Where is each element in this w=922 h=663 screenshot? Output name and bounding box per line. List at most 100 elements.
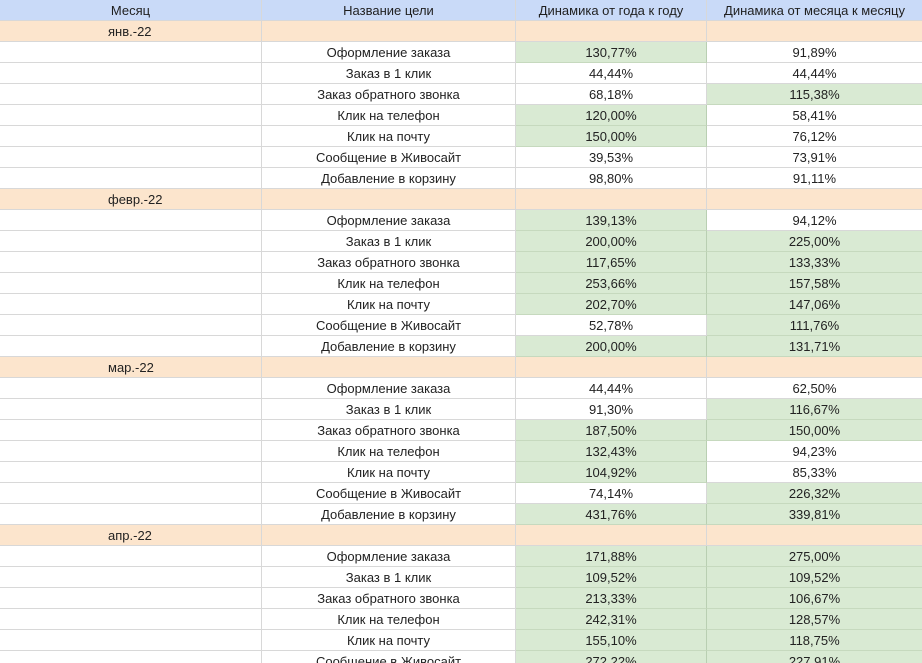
mom-cell[interactable]: 94,12% — [707, 210, 922, 231]
month-cell[interactable]: мар.-22 — [0, 357, 262, 378]
header-month[interactable]: Месяц — [0, 0, 262, 21]
goal-name-cell[interactable]: Клик на телефон — [262, 105, 516, 126]
empty-cell[interactable] — [0, 105, 262, 126]
goal-name-cell[interactable]: Сообщение в Живосайт — [262, 651, 516, 663]
empty-cell[interactable] — [0, 630, 262, 651]
mom-cell[interactable]: 225,00% — [707, 231, 922, 252]
yoy-cell[interactable]: 150,00% — [516, 126, 707, 147]
goal-name-cell[interactable]: Добавление в корзину — [262, 168, 516, 189]
empty-cell[interactable] — [0, 441, 262, 462]
yoy-cell[interactable]: 132,43% — [516, 441, 707, 462]
goal-name-cell[interactable]: Добавление в корзину — [262, 336, 516, 357]
mom-cell[interactable]: 73,91% — [707, 147, 922, 168]
empty-cell[interactable] — [0, 273, 262, 294]
header-goal-name[interactable]: Название цели — [262, 0, 516, 21]
yoy-cell[interactable]: 44,44% — [516, 378, 707, 399]
yoy-cell[interactable]: 39,53% — [516, 147, 707, 168]
empty-cell[interactable] — [0, 210, 262, 231]
mom-cell[interactable]: 157,58% — [707, 273, 922, 294]
mom-cell[interactable]: 62,50% — [707, 378, 922, 399]
mom-cell[interactable]: 339,81% — [707, 504, 922, 525]
empty-cell[interactable] — [0, 252, 262, 273]
goal-name-cell[interactable]: Оформление заказа — [262, 210, 516, 231]
goal-name-cell[interactable]: Клик на телефон — [262, 273, 516, 294]
empty-cell[interactable] — [516, 21, 707, 42]
month-cell[interactable]: апр.-22 — [0, 525, 262, 546]
goal-name-cell[interactable]: Клик на почту — [262, 126, 516, 147]
empty-cell[interactable] — [516, 189, 707, 210]
month-cell[interactable]: февр.-22 — [0, 189, 262, 210]
yoy-cell[interactable]: 139,13% — [516, 210, 707, 231]
empty-cell[interactable] — [0, 462, 262, 483]
goal-name-cell[interactable]: Клик на почту — [262, 462, 516, 483]
mom-cell[interactable]: 44,44% — [707, 63, 922, 84]
mom-cell[interactable]: 94,23% — [707, 441, 922, 462]
header-yoy[interactable]: Динамика от года к году — [516, 0, 707, 21]
empty-cell[interactable] — [0, 315, 262, 336]
empty-cell[interactable] — [0, 567, 262, 588]
goal-name-cell[interactable]: Заказ обратного звонка — [262, 588, 516, 609]
empty-cell[interactable] — [707, 21, 922, 42]
empty-cell[interactable] — [0, 147, 262, 168]
mom-cell[interactable]: 109,52% — [707, 567, 922, 588]
goal-name-cell[interactable]: Заказ обратного звонка — [262, 84, 516, 105]
goal-name-cell[interactable]: Клик на почту — [262, 294, 516, 315]
mom-cell[interactable]: 91,89% — [707, 42, 922, 63]
empty-cell[interactable] — [707, 189, 922, 210]
mom-cell[interactable]: 116,67% — [707, 399, 922, 420]
mom-cell[interactable]: 58,41% — [707, 105, 922, 126]
mom-cell[interactable]: 85,33% — [707, 462, 922, 483]
empty-cell[interactable] — [0, 588, 262, 609]
goal-name-cell[interactable]: Сообщение в Живосайт — [262, 315, 516, 336]
mom-cell[interactable]: 91,11% — [707, 168, 922, 189]
mom-cell[interactable]: 128,57% — [707, 609, 922, 630]
yoy-cell[interactable]: 200,00% — [516, 336, 707, 357]
yoy-cell[interactable]: 68,18% — [516, 84, 707, 105]
empty-cell[interactable] — [0, 42, 262, 63]
empty-cell[interactable] — [0, 483, 262, 504]
mom-cell[interactable]: 106,67% — [707, 588, 922, 609]
goal-name-cell[interactable]: Сообщение в Живосайт — [262, 147, 516, 168]
empty-cell[interactable] — [262, 21, 516, 42]
yoy-cell[interactable]: 74,14% — [516, 483, 707, 504]
mom-cell[interactable]: 275,00% — [707, 546, 922, 567]
yoy-cell[interactable]: 130,77% — [516, 42, 707, 63]
empty-cell[interactable] — [707, 525, 922, 546]
empty-cell[interactable] — [0, 294, 262, 315]
yoy-cell[interactable]: 104,92% — [516, 462, 707, 483]
yoy-cell[interactable]: 171,88% — [516, 546, 707, 567]
mom-cell[interactable]: 147,06% — [707, 294, 922, 315]
empty-cell[interactable] — [707, 357, 922, 378]
yoy-cell[interactable]: 155,10% — [516, 630, 707, 651]
mom-cell[interactable]: 133,33% — [707, 252, 922, 273]
goal-name-cell[interactable]: Оформление заказа — [262, 546, 516, 567]
empty-cell[interactable] — [516, 357, 707, 378]
mom-cell[interactable]: 150,00% — [707, 420, 922, 441]
goal-name-cell[interactable]: Заказ в 1 клик — [262, 231, 516, 252]
empty-cell[interactable] — [0, 63, 262, 84]
empty-cell[interactable] — [0, 126, 262, 147]
yoy-cell[interactable]: 242,31% — [516, 609, 707, 630]
mom-cell[interactable]: 115,38% — [707, 84, 922, 105]
yoy-cell[interactable]: 117,65% — [516, 252, 707, 273]
yoy-cell[interactable]: 253,66% — [516, 273, 707, 294]
mom-cell[interactable]: 131,71% — [707, 336, 922, 357]
goal-name-cell[interactable]: Сообщение в Живосайт — [262, 483, 516, 504]
yoy-cell[interactable]: 91,30% — [516, 399, 707, 420]
month-cell[interactable]: янв.-22 — [0, 21, 262, 42]
empty-cell[interactable] — [262, 189, 516, 210]
empty-cell[interactable] — [0, 504, 262, 525]
mom-cell[interactable]: 118,75% — [707, 630, 922, 651]
empty-cell[interactable] — [0, 609, 262, 630]
empty-cell[interactable] — [0, 84, 262, 105]
yoy-cell[interactable]: 120,00% — [516, 105, 707, 126]
goal-name-cell[interactable]: Клик на телефон — [262, 609, 516, 630]
goal-name-cell[interactable]: Оформление заказа — [262, 42, 516, 63]
yoy-cell[interactable]: 200,00% — [516, 231, 707, 252]
goal-name-cell[interactable]: Заказ обратного звонка — [262, 420, 516, 441]
empty-cell[interactable] — [0, 378, 262, 399]
yoy-cell[interactable]: 272,22% — [516, 651, 707, 663]
goal-name-cell[interactable]: Оформление заказа — [262, 378, 516, 399]
header-mom[interactable]: Динамика от месяца к месяцу — [707, 0, 922, 21]
empty-cell[interactable] — [0, 231, 262, 252]
